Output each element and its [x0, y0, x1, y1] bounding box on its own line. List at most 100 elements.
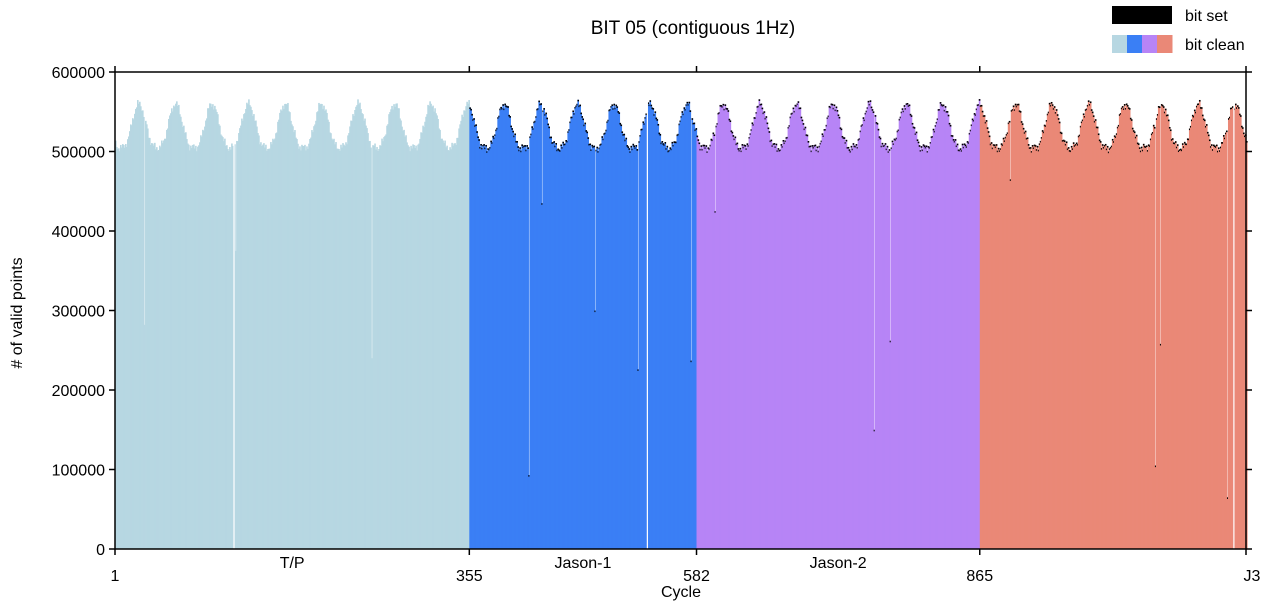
bit-set-mark [1145, 145, 1148, 148]
bit-set-mark [574, 106, 577, 109]
bit-set-mark [777, 148, 780, 150]
bar-cycle [1145, 145, 1148, 550]
bar-cycle [1125, 103, 1128, 549]
bar-cycle [690, 360, 693, 549]
bar-cycle [581, 116, 584, 549]
bar-cycle [725, 107, 728, 549]
bar-cycle [300, 150, 302, 550]
bar-cycle [504, 103, 506, 550]
bit-set-mark [1190, 119, 1193, 122]
bar-cycle [668, 149, 671, 549]
bit-set-mark [944, 106, 947, 108]
bar-cycle [718, 112, 721, 550]
bit-set-mark [639, 135, 642, 137]
bar-cycle [381, 138, 383, 550]
bit-set-mark [1108, 148, 1111, 150]
bar-cycle [966, 141, 969, 549]
bit-set-mark [537, 108, 539, 110]
bit-set-mark [836, 110, 839, 112]
bit-set-mark [1189, 125, 1192, 128]
bar-cycle [1148, 145, 1151, 549]
bar-cycle [1187, 138, 1190, 549]
bar-cycle [324, 110, 326, 549]
bar-cycle [547, 123, 549, 549]
bar-cycle [781, 146, 784, 550]
bit-set-mark [1099, 141, 1102, 143]
bar-cycle [570, 116, 573, 550]
bar-cycle [883, 144, 886, 549]
bit-set-mark [868, 103, 871, 106]
bit-set-mark [1157, 106, 1160, 108]
bar-cycle [154, 142, 156, 550]
bit-set-mark [667, 150, 670, 153]
bar-cycle [468, 100, 470, 550]
bar-cycle [1065, 141, 1068, 549]
bar-cycle [458, 128, 460, 550]
bit-set-mark [975, 108, 978, 111]
bar-cycle [388, 114, 390, 550]
bit-set-mark [608, 109, 611, 112]
bar-cycle [820, 140, 823, 549]
bar-cycle [708, 148, 711, 549]
bar-cycle [433, 111, 435, 549]
bit-set-mark [1236, 105, 1239, 107]
bar-cycle [863, 119, 866, 550]
bar-cycle [260, 142, 262, 549]
bar-cycle [183, 125, 185, 549]
bar-cycle [1196, 103, 1199, 549]
bar-cycle [140, 106, 142, 549]
bar-cycle [963, 143, 966, 550]
bar-cycle [118, 148, 120, 550]
bit-set-mark [1188, 128, 1191, 131]
bit-set-mark [589, 143, 592, 146]
bar-cycle [180, 116, 182, 549]
bar-cycle [969, 129, 972, 549]
bit-set-mark [1198, 99, 1201, 102]
bar-cycle [604, 132, 607, 549]
bar-cycle [1225, 130, 1228, 549]
bar-cycle [402, 130, 404, 549]
bit-set-mark [1071, 148, 1074, 150]
bit-set-mark [858, 138, 861, 140]
bit-set-mark [1016, 103, 1019, 106]
bar-cycle [1160, 104, 1163, 549]
bit-set-mark [1152, 124, 1155, 127]
bar-cycle [136, 107, 138, 550]
bar-cycle [1063, 140, 1066, 549]
bar-cycle [1190, 119, 1193, 550]
bit-set-mark [744, 145, 747, 147]
bit-set-mark [1122, 108, 1125, 110]
bar-cycle [1139, 150, 1142, 549]
bar-cycle [834, 109, 837, 549]
bit-set-mark [856, 146, 859, 149]
bar-cycle [283, 109, 285, 549]
bit-set-mark [1030, 151, 1033, 153]
bar-cycle [1102, 146, 1105, 549]
bar-cycle [680, 116, 683, 549]
bit-set-mark [961, 143, 964, 146]
bar-cycle [759, 104, 762, 549]
bar-cycle [830, 103, 833, 549]
bar-cycle [227, 149, 229, 549]
bit-set-mark [534, 120, 536, 123]
bar-cycle [1096, 126, 1099, 549]
bit-set-mark [688, 101, 691, 104]
bit-set-mark [932, 128, 935, 131]
bar-cycle [1217, 147, 1220, 549]
bar-cycle [606, 121, 609, 550]
bit-set-mark [1113, 135, 1116, 137]
bit-set-mark [489, 146, 491, 149]
bar-cycle [1059, 131, 1062, 549]
bar-cycle [267, 148, 269, 550]
bit-set-mark [1004, 136, 1007, 139]
bit-set-mark [842, 137, 845, 139]
bar-cycle [793, 110, 796, 549]
bit-set-mark [927, 146, 930, 148]
bar-cycle [1130, 119, 1133, 549]
bit-set-mark [511, 128, 513, 130]
bar-cycle [457, 137, 459, 549]
bar-cycle [660, 142, 663, 549]
bar-cycle [1220, 142, 1223, 549]
bit-set-mark [1135, 134, 1138, 137]
bit-set-mark [947, 114, 950, 117]
